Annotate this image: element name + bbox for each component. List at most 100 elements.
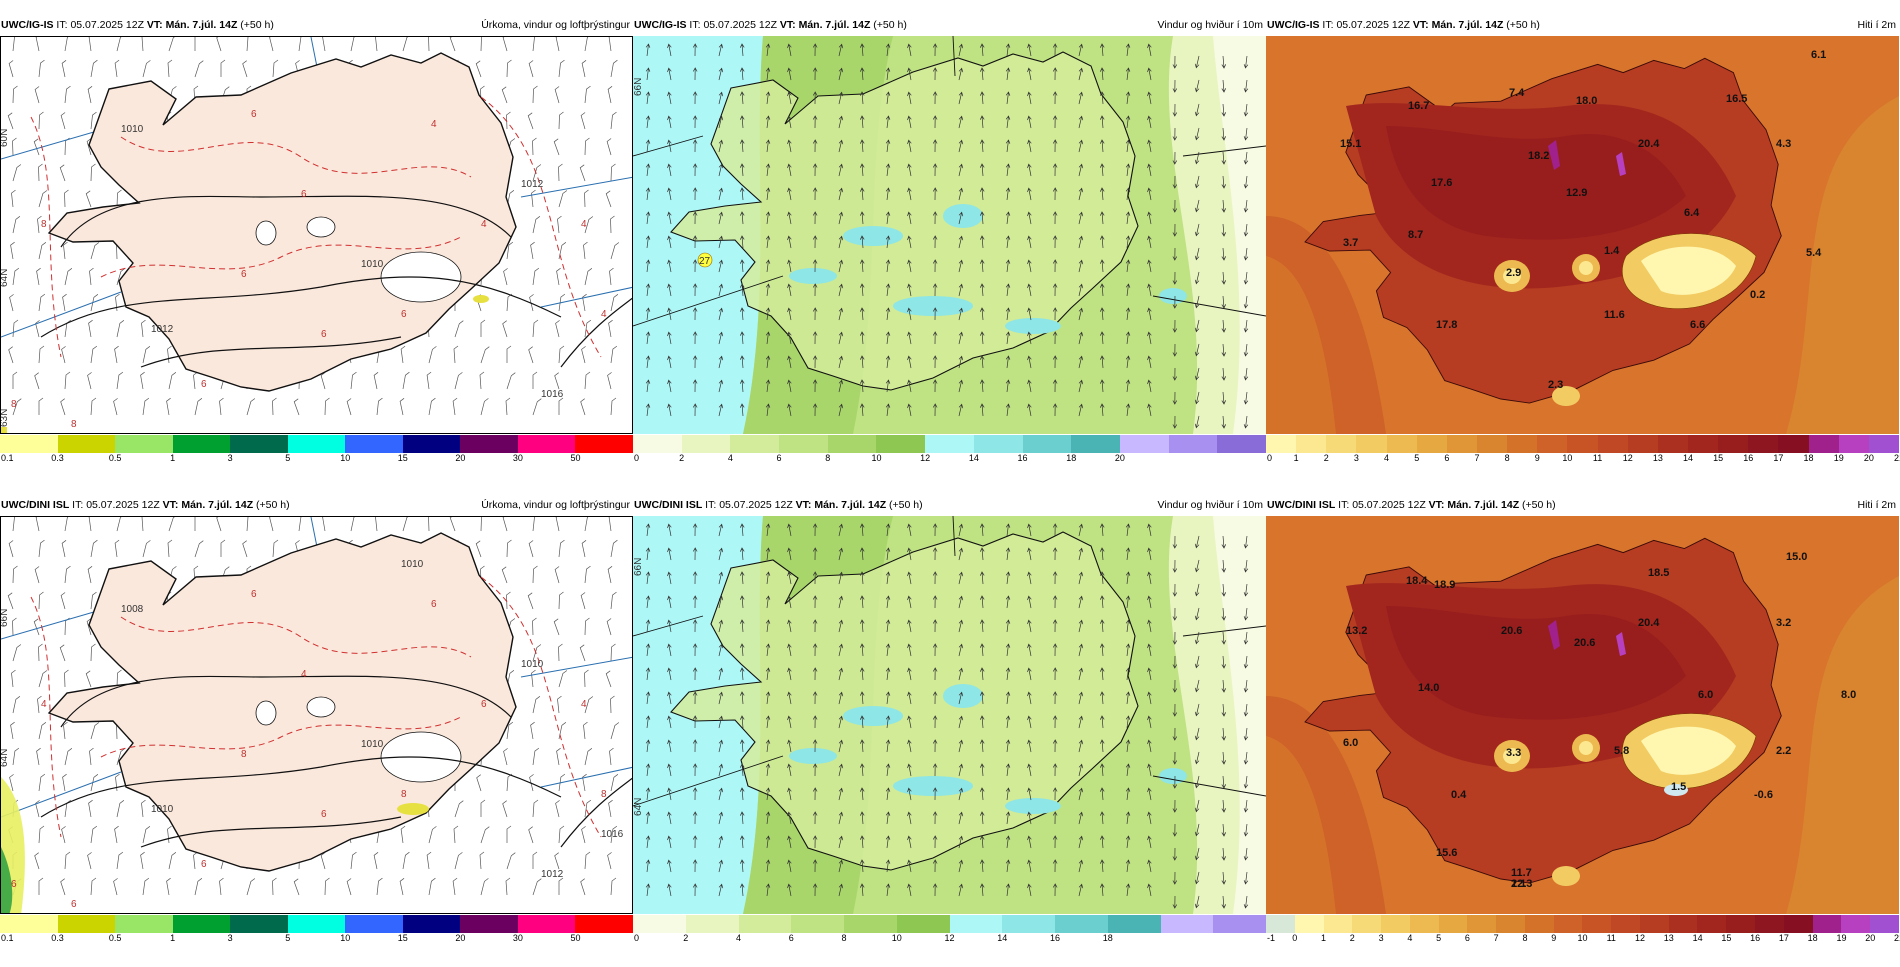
wind-arrow: [718, 187, 724, 201]
wind-barb: [142, 826, 151, 844]
colorbar: [1266, 435, 1899, 453]
wind-arrow: [1172, 319, 1178, 333]
isobar-label: 1012: [151, 324, 174, 335]
wind-barb: [350, 371, 357, 390]
colorbar-swatch: [925, 435, 974, 453]
wind-barb: [34, 566, 40, 584]
wind-arrow: [692, 283, 698, 297]
wind-arrow: [859, 163, 865, 177]
wind-arrow: [838, 595, 844, 609]
wind-arrow: [838, 235, 844, 249]
colorbar-swatch: [402, 915, 461, 933]
colorbar-tick-label: 3: [1378, 933, 1384, 943]
wind-arrow: [907, 523, 912, 537]
wind-arrow: [1172, 631, 1178, 645]
colorbar-tick-label: 10: [871, 453, 882, 463]
wind-barb: [555, 800, 560, 818]
wind-arrow: [1243, 775, 1249, 789]
precip-contour: [100, 716, 462, 758]
iceland-land: [670, 51, 1139, 391]
colorbar-tick-label: 18: [1807, 933, 1818, 943]
wind-barb: [530, 721, 535, 740]
wind-arrow: [1027, 739, 1032, 753]
wind-barb: [141, 37, 144, 52]
wind-arrow: [859, 355, 865, 369]
temperature-value: 15.1: [1340, 138, 1361, 150]
wind-barb: [167, 539, 173, 558]
wind-arrow: [692, 91, 698, 105]
wind-arrow: [1078, 691, 1084, 705]
wind-barb: [12, 617, 17, 636]
wind-arrow: [787, 787, 792, 801]
wind-barb: [555, 320, 560, 338]
wind-arrow: [1052, 355, 1058, 369]
wind-arrow: [1078, 187, 1084, 201]
temperature-value: 20.4: [1638, 617, 1660, 629]
wind-arrow: [787, 835, 792, 849]
wind-barb: [10, 241, 15, 260]
wind-arrow: [1147, 619, 1152, 633]
wind-arrow: [885, 115, 891, 129]
colorbar-tick-label: 15: [397, 453, 408, 463]
wind-arrow: [645, 379, 651, 393]
wind-arrow: [645, 91, 651, 105]
wind-barb: [63, 721, 68, 740]
wind-barb: [194, 398, 203, 416]
wind-arrow: [1005, 619, 1011, 633]
wind-arrow: [1027, 643, 1032, 657]
wind-arrow: [1172, 127, 1178, 141]
wind-arrow: [1243, 895, 1249, 909]
wind-arrow: [838, 619, 844, 633]
wind-arrow: [979, 331, 985, 345]
wind-arrow: [1172, 847, 1178, 861]
wind-barb: [580, 112, 586, 130]
wind-barb: [298, 37, 302, 52]
wind-arrow: [859, 331, 865, 345]
colorbar-swatch: [1778, 435, 1809, 453]
wind-barb: [37, 695, 42, 714]
colorbar-swatch: [949, 915, 1003, 933]
wind-arrow: [812, 547, 818, 561]
wind-arrow: [692, 691, 698, 705]
wind-barb: [141, 517, 144, 532]
isobar: [560, 777, 632, 848]
colorbar-swatch: [1168, 435, 1218, 453]
wind-arrow: [787, 691, 792, 705]
colorbar-tick-label: 2: [1349, 933, 1355, 943]
wind-barb: [60, 878, 66, 896]
wind-arrow: [692, 67, 698, 81]
wind-arrow: [1221, 823, 1227, 837]
wind-arrow: [1078, 595, 1084, 609]
wind-barb: [35, 320, 40, 338]
wind-barb: [62, 293, 67, 312]
isobar: [140, 336, 402, 368]
wind-arrow: [1099, 211, 1105, 225]
panel-ig-temp: UWC/IG-IS IT: 05.07.2025 12Z VT: Mán. 7.…: [1266, 17, 1900, 487]
panel-header: UWC/DINI ISL IT: 05.07.2025 12Z VT: Mán.…: [633, 497, 1266, 514]
wind-barb: [608, 37, 612, 52]
wind-barb: [582, 773, 587, 792]
wind-arrow: [787, 739, 792, 753]
wind-arrow: [838, 211, 844, 225]
wind-arrow: [1147, 715, 1152, 729]
wind-barb: [64, 669, 69, 688]
wind-barb: [64, 37, 69, 52]
wind-barb: [554, 372, 560, 390]
wind-barb: [556, 747, 561, 766]
wind-arrow: [979, 163, 985, 177]
colorbar-swatch: [1496, 915, 1525, 933]
wind-arrow: [1172, 655, 1178, 669]
wind-arrow: [907, 139, 912, 153]
temp-area: [1266, 516, 1899, 914]
wind-barb: [610, 825, 618, 844]
precip-area: [1, 427, 7, 433]
wind-barb: [502, 37, 508, 52]
wind-barb: [168, 372, 177, 390]
colorbar-tick-label: 2: [683, 933, 689, 943]
wind-barb: [113, 878, 118, 896]
wind-arrow: [1027, 403, 1032, 417]
wind-arrow: [838, 115, 844, 129]
colorbar-swatch: [57, 435, 116, 453]
wind-arrow: [667, 811, 672, 825]
graticule-line: [1, 771, 122, 818]
